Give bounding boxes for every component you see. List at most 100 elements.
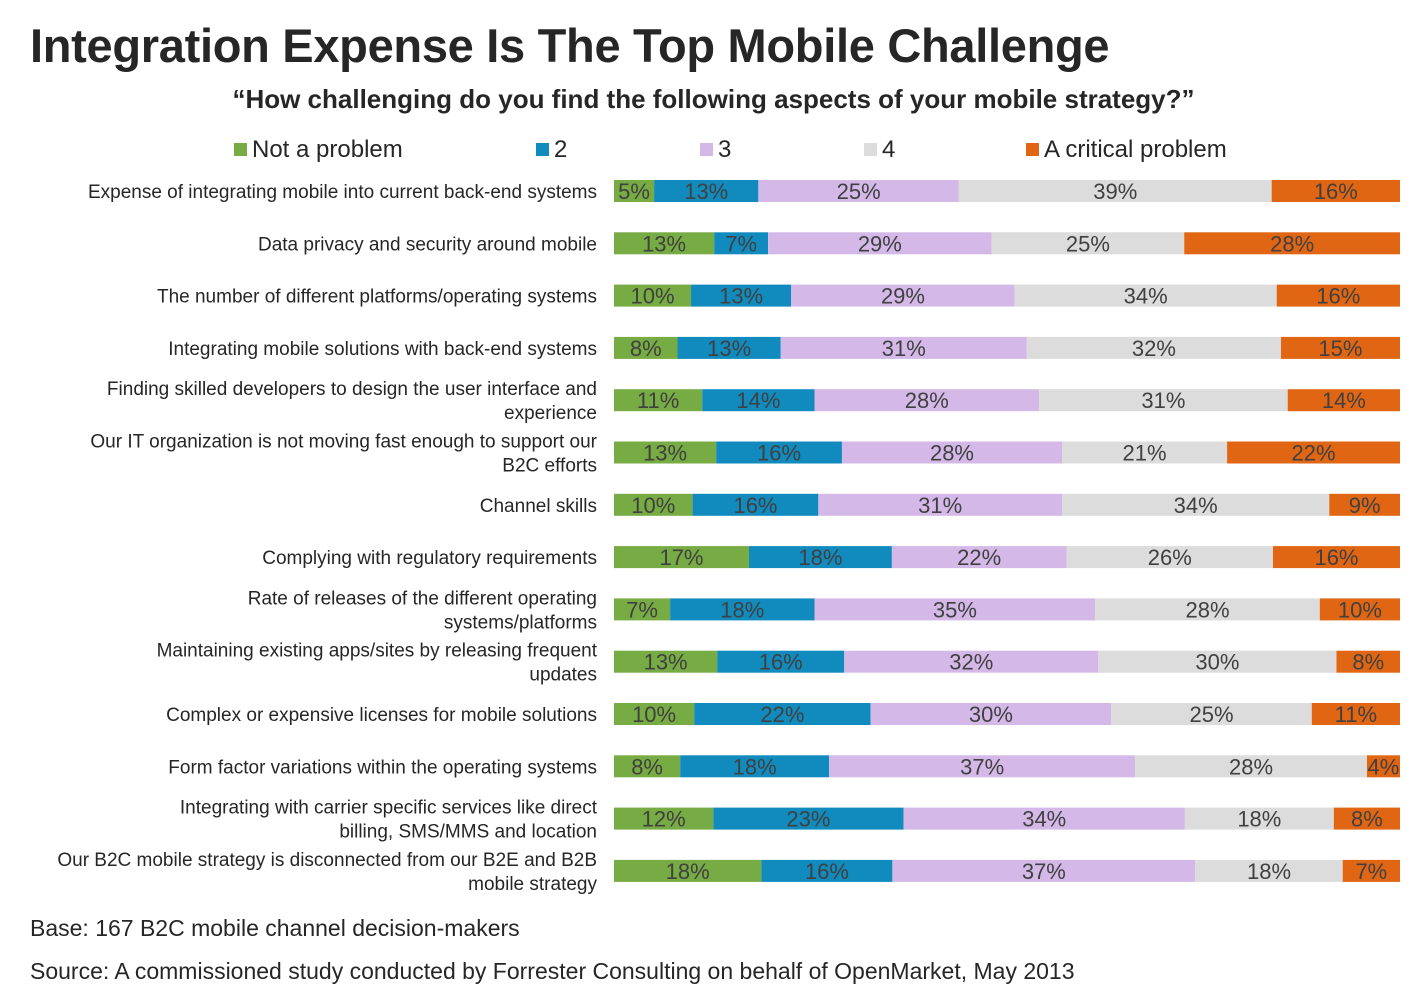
data-label-3: 31%	[918, 493, 962, 518]
bar-segment-2	[716, 441, 842, 464]
bar-segment-4	[1184, 807, 1334, 830]
bar-segment-4	[1095, 598, 1320, 621]
data-label-3: 37%	[1022, 859, 1066, 884]
bar-segment-4	[1066, 546, 1273, 569]
category-label: Complying with regulatory requirements	[262, 548, 597, 569]
bar-row: Complex or expensive licenses for mobile…	[166, 702, 1400, 727]
data-label-3: 29%	[858, 231, 902, 256]
data-label-a-critical-problem: 28%	[1270, 231, 1314, 256]
data-label-3: 25%	[837, 179, 881, 204]
bar-segment-2	[761, 859, 893, 882]
bar-segment-a-critical-problem	[1366, 755, 1400, 778]
bar-segment-not-a-problem	[614, 755, 681, 778]
data-label-a-critical-problem: 16%	[1316, 284, 1360, 309]
data-label-4: 25%	[1189, 702, 1233, 727]
data-label-3: 34%	[1022, 807, 1066, 832]
data-label-4: 25%	[1066, 231, 1110, 256]
data-label-2: 13%	[707, 336, 751, 361]
legend-swatch-a-critical-problem	[1026, 143, 1039, 156]
bar-segment-3	[758, 180, 959, 202]
bar-segment-2	[714, 232, 769, 255]
bar-segment-a-critical-problem	[1336, 650, 1400, 673]
bar-segment-not-a-problem	[614, 232, 715, 255]
data-label-4: 21%	[1123, 441, 1167, 466]
bar-segment-a-critical-problem	[1333, 807, 1400, 830]
chart-subtitle: “How challenging do you find the followi…	[232, 84, 1195, 114]
data-label-2: 14%	[736, 388, 780, 413]
bar-segment-2	[691, 284, 792, 307]
bar-row: Integrating with carrier specific servic…	[180, 798, 1400, 843]
bar-segment-not-a-problem	[614, 546, 749, 569]
bar-segment-a-critical-problem	[1271, 180, 1400, 202]
category-label: Finding skilled developers to design the…	[107, 379, 597, 424]
bar-segment-3	[814, 389, 1040, 412]
data-label-a-critical-problem: 9%	[1349, 493, 1381, 518]
legend-swatch-3	[700, 143, 713, 156]
bar-segment-2	[694, 703, 871, 725]
bar-segment-3	[829, 755, 1136, 778]
bar-segment-a-critical-problem	[1319, 598, 1400, 621]
data-label-4: 28%	[1185, 597, 1229, 622]
bar-row: Data privacy and security around mobile 1…	[258, 231, 1400, 256]
category-label: The number of different platforms/operat…	[157, 287, 597, 308]
bar-segment-3	[891, 546, 1067, 569]
data-label-3: 28%	[905, 388, 949, 413]
legend-label-a-critical-problem: A critical problem	[1044, 136, 1227, 163]
bar-segment-not-a-problem	[614, 859, 762, 882]
bar-row: Finding skilled developers to design the…	[107, 379, 1400, 424]
bar-row: The number of different platforms/operat…	[157, 284, 1400, 309]
data-label-not-a-problem: 8%	[630, 336, 662, 361]
bar-segment-4	[1014, 284, 1277, 307]
category-label: Expense of integrating mobile into curre…	[88, 182, 597, 203]
data-label-a-critical-problem: 8%	[1352, 650, 1384, 675]
category-label: Integrating mobile solutions with back-e…	[168, 339, 597, 360]
bar-segment-not-a-problem	[614, 598, 671, 621]
category-label: Rate of releases of the different operat…	[248, 588, 597, 633]
bar-segment-4	[1039, 389, 1288, 412]
data-label-2: 16%	[759, 650, 803, 675]
bar-segment-not-a-problem	[614, 703, 695, 725]
legend-label-2: 2	[554, 136, 567, 163]
data-label-2: 23%	[786, 807, 830, 832]
bar-segment-4	[991, 232, 1185, 255]
bar-segment-not-a-problem	[614, 807, 714, 830]
data-label-a-critical-problem: 14%	[1322, 388, 1366, 413]
bar-row: Maintaining existing apps/sites by relea…	[157, 641, 1400, 686]
data-label-2: 7%	[725, 231, 757, 256]
bar-segment-4	[1098, 650, 1337, 673]
bar-segment-4	[1111, 703, 1312, 725]
category-label: Form factor variations within the operat…	[168, 757, 597, 778]
data-label-not-a-problem: 12%	[642, 807, 686, 832]
bar-segment-4	[1135, 755, 1367, 778]
data-label-not-a-problem: 5%	[618, 179, 650, 204]
data-label-not-a-problem: 10%	[632, 702, 676, 727]
bar-segment-2	[713, 807, 904, 830]
legend-label-3: 3	[718, 136, 731, 163]
data-label-2: 13%	[719, 284, 763, 309]
category-label: Our IT organization is not moving fast e…	[90, 432, 597, 477]
bar-row: Rate of releases of the different operat…	[248, 588, 1400, 633]
category-label: Integrating with carrier specific servic…	[180, 798, 598, 843]
data-label-not-a-problem: 13%	[642, 231, 686, 256]
bar-segment-3	[903, 807, 1185, 830]
bar-segment-3	[814, 598, 1096, 621]
data-label-4: 18%	[1247, 859, 1291, 884]
data-label-3: 35%	[933, 597, 977, 622]
data-label-2: 18%	[733, 754, 777, 779]
data-label-2: 16%	[733, 493, 777, 518]
data-label-2: 18%	[798, 545, 842, 570]
bar-segment-3	[780, 336, 1027, 359]
bar-segment-3	[841, 441, 1063, 464]
bar-segment-a-critical-problem	[1342, 859, 1400, 882]
data-label-4: 26%	[1148, 545, 1192, 570]
bar-row: Expense of integrating mobile into curre…	[88, 179, 1400, 204]
bar-segment-2	[680, 755, 830, 778]
bar-segment-a-critical-problem	[1311, 703, 1400, 725]
data-label-4: 31%	[1141, 388, 1185, 413]
data-label-a-critical-problem: 7%	[1355, 859, 1387, 884]
source-note: Source: A commissioned study conducted b…	[30, 958, 1075, 984]
data-label-3: 28%	[930, 441, 974, 466]
bar-segment-a-critical-problem	[1227, 441, 1400, 464]
bar-row: Our IT organization is not moving fast e…	[90, 432, 1400, 477]
chart-title: Integration Expense Is The Top Mobile Ch…	[30, 19, 1110, 72]
